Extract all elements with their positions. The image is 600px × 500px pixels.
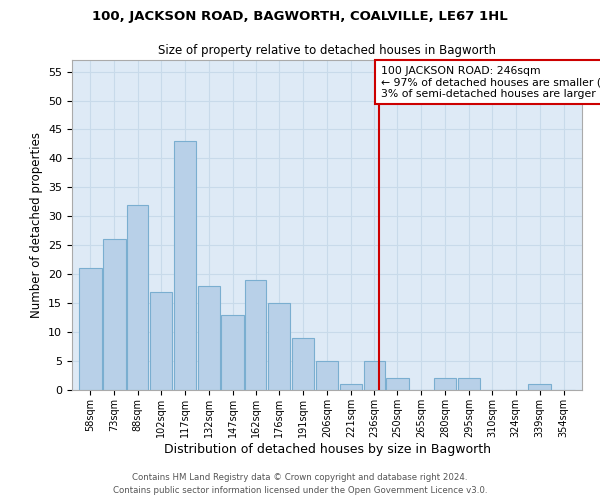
Bar <box>197 286 220 390</box>
Title: Size of property relative to detached houses in Bagworth: Size of property relative to detached ho… <box>158 44 496 58</box>
Bar <box>458 378 481 390</box>
Bar <box>529 384 551 390</box>
Bar <box>268 303 290 390</box>
Bar <box>316 361 338 390</box>
Bar <box>364 361 385 390</box>
X-axis label: Distribution of detached houses by size in Bagworth: Distribution of detached houses by size … <box>163 442 491 456</box>
Bar <box>173 141 196 390</box>
Bar <box>340 384 362 390</box>
Bar <box>221 314 244 390</box>
Bar <box>149 292 172 390</box>
Text: Contains HM Land Registry data © Crown copyright and database right 2024.
Contai: Contains HM Land Registry data © Crown c… <box>113 474 487 495</box>
Y-axis label: Number of detached properties: Number of detached properties <box>29 132 43 318</box>
Bar <box>79 268 101 390</box>
Text: 100 JACKSON ROAD: 246sqm
← 97% of detached houses are smaller (222)
3% of semi-d: 100 JACKSON ROAD: 246sqm ← 97% of detach… <box>380 66 600 99</box>
Bar <box>127 204 148 390</box>
Bar <box>386 378 409 390</box>
Bar <box>103 240 125 390</box>
Bar <box>434 378 457 390</box>
Bar <box>245 280 266 390</box>
Bar <box>292 338 314 390</box>
Text: 100, JACKSON ROAD, BAGWORTH, COALVILLE, LE67 1HL: 100, JACKSON ROAD, BAGWORTH, COALVILLE, … <box>92 10 508 23</box>
